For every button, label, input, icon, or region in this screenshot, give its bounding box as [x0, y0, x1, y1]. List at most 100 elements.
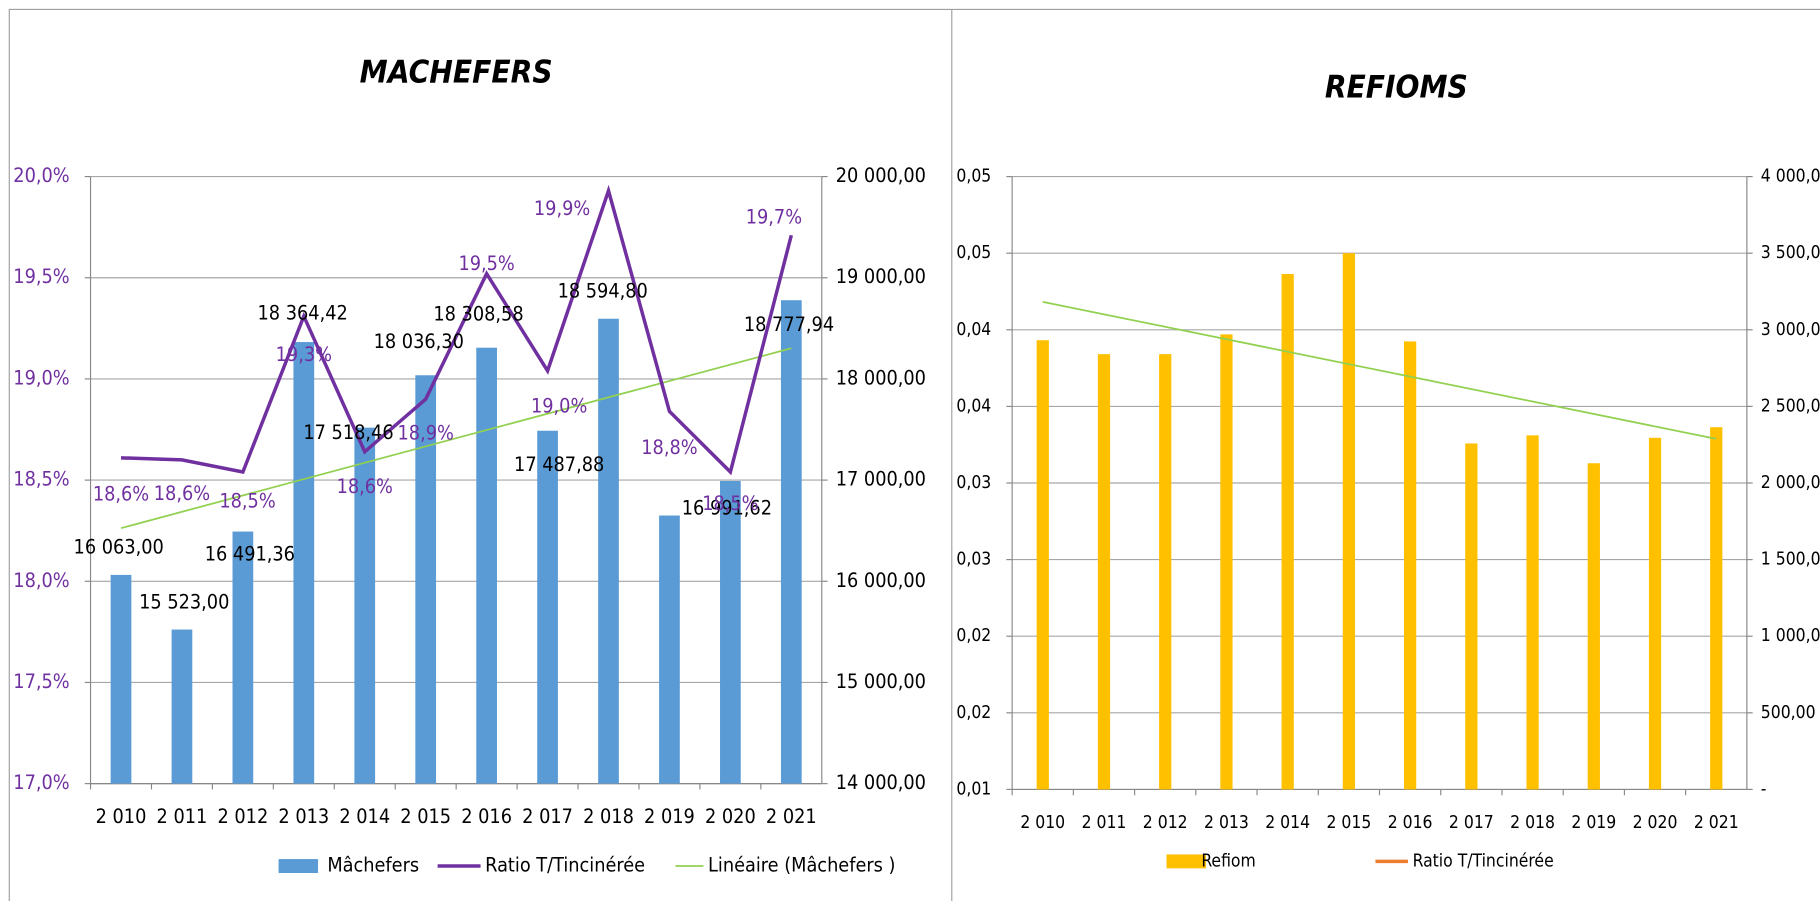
frame: [8, 8, 1820, 901]
data-label: 19,0%: [531, 394, 587, 417]
data-label: 17 487,88: [514, 453, 604, 476]
y2-tick-label: 3 000,00: [1761, 320, 1820, 340]
x-tick-label: 2 013: [278, 805, 329, 828]
legend-label: Mâchefers: [327, 854, 419, 877]
y2-tick-label: 2 500,00: [1761, 396, 1820, 416]
x-tick-label: 2 017: [522, 805, 573, 828]
bar: [1465, 443, 1478, 790]
bar: [1342, 253, 1356, 790]
bar: [293, 342, 315, 784]
x-tick-label: 2 014: [1265, 813, 1310, 833]
bar: [354, 427, 376, 784]
data-label: 18 036,30: [374, 330, 464, 353]
data-label: 16 991,62: [682, 496, 772, 519]
bar: [110, 574, 132, 784]
legend-label: Linéaire (Mâchefers ): [708, 854, 895, 877]
legend-swatch: [1166, 854, 1206, 869]
trendline: [1042, 301, 1717, 440]
x-tick-label: 2 015: [1326, 813, 1371, 833]
x-tick-label: 2 015: [400, 805, 451, 828]
x-tick-label: 2 019: [1571, 813, 1616, 833]
bar: [780, 300, 802, 784]
y2-tick-label: 17 000,00: [836, 468, 926, 491]
data-label: 19,9%: [534, 197, 590, 220]
x-tick-label: 2 012: [217, 805, 268, 828]
y-tick-label: 17,5%: [13, 670, 69, 693]
y-tick-label: 0,05: [956, 243, 991, 263]
bar: [1404, 341, 1417, 790]
x-tick-label: 2 021: [766, 805, 817, 828]
y2-tick-label: 15 000,00: [836, 670, 926, 693]
legend-label: Refiom: [1201, 851, 1255, 871]
bar: [537, 430, 558, 784]
y2-tick-label: 1 000,00: [1761, 626, 1820, 646]
y2-tick-label: 500,00: [1761, 703, 1816, 723]
data-label: 16 063,00: [74, 536, 164, 559]
bar: [1097, 354, 1111, 790]
y-tick-label: 17,0%: [13, 771, 69, 794]
y2-tick-label: 16 000,00: [836, 569, 926, 592]
y2-tick-label: 19 000,00: [836, 265, 926, 288]
data-label: 18,5%: [219, 490, 275, 513]
bar: [1526, 435, 1539, 790]
bar: [232, 531, 254, 784]
bar: [598, 318, 619, 784]
legend-label: Ratio T/Tincinérée: [485, 854, 645, 877]
bar: [171, 629, 193, 784]
x-tick-label: 2 011: [157, 805, 208, 828]
data-label: 18,6%: [337, 475, 393, 498]
data-label: 19,3%: [276, 343, 332, 366]
chart-title: MACHEFERS: [360, 54, 553, 90]
bar: [476, 347, 497, 784]
bar: [1587, 463, 1600, 790]
bar: [720, 480, 741, 784]
y-tick-label: 0,04: [956, 320, 991, 340]
y-tick-label: 19,5%: [13, 265, 69, 288]
bar: [659, 515, 680, 784]
line-series: [120, 184, 794, 476]
bar: [1159, 354, 1172, 790]
bar: [1648, 437, 1662, 790]
x-tick-label: 2 010: [96, 805, 147, 828]
x-tick-label: 2 018: [1510, 813, 1555, 833]
chart-title: REFIOMS: [1325, 69, 1468, 105]
bar: [1710, 427, 1723, 790]
y2-tick-label: 2 000,00: [1761, 473, 1820, 493]
y2-tick-label: 18 000,00: [836, 366, 926, 389]
x-tick-label: 2 016: [1388, 813, 1433, 833]
data-label: 18,5%: [702, 492, 758, 515]
x-tick-label: 2 020: [1633, 813, 1678, 833]
data-label: 16 491,36: [205, 542, 295, 565]
data-label: 17 518,46: [303, 421, 393, 444]
bar: [1036, 340, 1049, 790]
x-tick-label: 2 010: [1020, 813, 1065, 833]
x-tick-label: 2 019: [644, 805, 695, 828]
y-tick-label: 18,0%: [13, 569, 69, 592]
data-label: 18,8%: [641, 436, 697, 459]
trendline: [120, 347, 792, 529]
x-tick-label: 2 014: [339, 805, 390, 828]
y-tick-label: 0,03: [956, 550, 991, 570]
x-tick-label: 2 020: [705, 805, 756, 828]
y-tick-label: 0,02: [956, 626, 991, 646]
data-label: 18 777,94: [744, 313, 834, 336]
x-tick-label: 2 018: [583, 805, 634, 828]
data-label: 19,5%: [458, 252, 514, 275]
data-label: 15 523,00: [139, 590, 229, 613]
y-tick-label: 0,03: [956, 473, 991, 493]
x-tick-label: 2 013: [1204, 813, 1249, 833]
y-tick-label: 18,5%: [13, 468, 69, 491]
x-tick-label: 2 017: [1449, 813, 1494, 833]
data-label: 18,6%: [93, 482, 149, 505]
x-tick-label: 2 012: [1143, 813, 1188, 833]
data-label: 18 364,42: [258, 302, 348, 325]
y-tick-label: 0,02: [956, 703, 991, 723]
data-label: 18,9%: [398, 421, 454, 444]
x-tick-label: 2 016: [461, 805, 512, 828]
y-tick-label: 20,0%: [13, 164, 69, 187]
x-tick-label: 2 021: [1694, 813, 1739, 833]
y-tick-label: 19,0%: [13, 366, 69, 389]
y-tick-label: 0,05: [956, 167, 991, 187]
